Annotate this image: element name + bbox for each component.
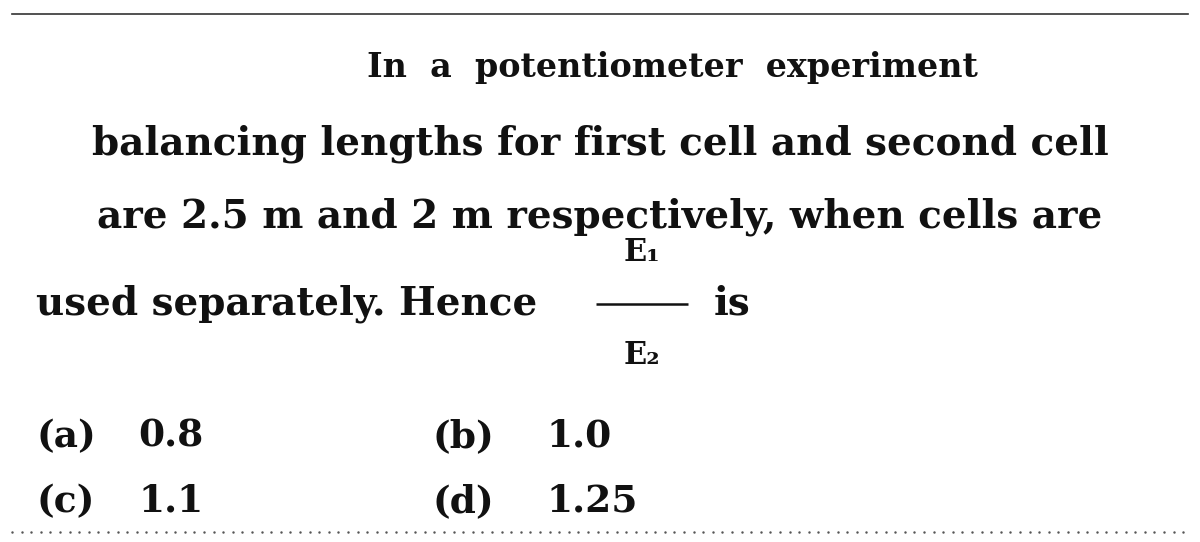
Text: are 2.5 m and 2 m respectively, when cells are: are 2.5 m and 2 m respectively, when cel… [97, 197, 1103, 236]
Text: balancing lengths for first cell and second cell: balancing lengths for first cell and sec… [91, 124, 1109, 163]
Text: is: is [714, 285, 751, 322]
Text: In  a  potentiometer  experiment: In a potentiometer experiment [366, 51, 978, 84]
Text: (a): (a) [36, 418, 96, 455]
Text: (c): (c) [36, 483, 95, 520]
Text: (d): (d) [432, 483, 493, 520]
Text: 0.8: 0.8 [138, 418, 203, 455]
Text: 1.25: 1.25 [546, 483, 637, 520]
Text: 1.0: 1.0 [546, 418, 611, 455]
Text: E₂: E₂ [624, 339, 660, 371]
Text: used separately. Hence: used separately. Hence [36, 284, 538, 323]
Text: E₁: E₁ [624, 236, 660, 268]
Text: (b): (b) [432, 418, 494, 455]
Text: 1.1: 1.1 [138, 483, 203, 520]
